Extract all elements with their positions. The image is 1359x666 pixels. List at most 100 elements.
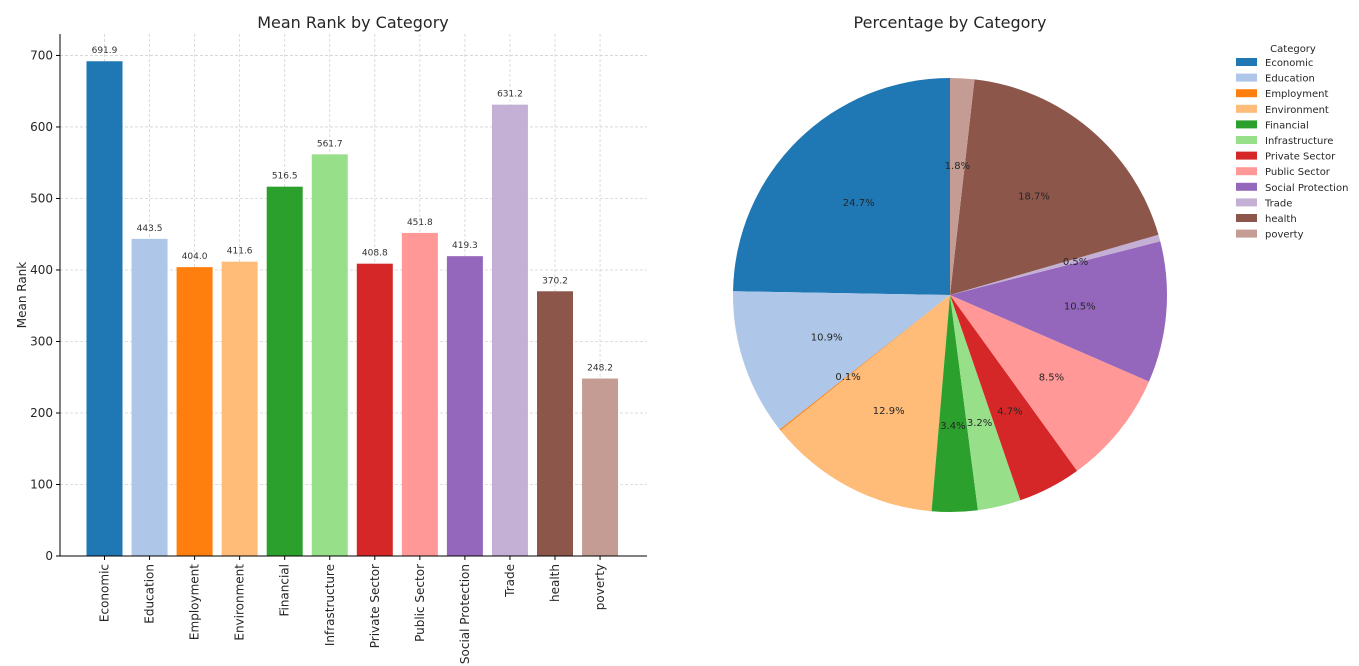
bar-social-protection: [446, 256, 483, 556]
pie-slice-label: 0.5%: [1063, 257, 1088, 268]
bar-value-label: 404.0: [182, 252, 208, 262]
x-tick-label: Economic: [98, 564, 112, 622]
bar-economic: [86, 61, 123, 556]
legend-label: Social Protection: [1265, 183, 1348, 194]
legend-swatch-public-sector: [1236, 167, 1257, 176]
bar-infrastructure: [311, 154, 348, 557]
pie-slice-education: [732, 291, 950, 430]
legend-label: Environment: [1265, 105, 1329, 116]
pie-slice-label: 3.2%: [967, 418, 992, 429]
pie-slice-trade: [950, 234, 1161, 295]
y-tick-label: 700: [30, 48, 53, 62]
legend-label: Infrastructure: [1265, 136, 1333, 147]
pie-slice-label: 4.7%: [997, 407, 1022, 418]
bar-value-label: 419.3: [452, 241, 478, 251]
bar-value-label: 691.9: [92, 46, 118, 56]
bar-financial: [266, 186, 303, 557]
pie-slice-public-sector: [950, 295, 1149, 471]
legend-label: Public Sector: [1265, 167, 1331, 178]
pie-legend: Category Economic Education Employment Envi…: [1236, 44, 1348, 241]
y-tick-label: 500: [30, 191, 53, 205]
x-tick-label: health: [548, 564, 562, 602]
bar-public-sector: [401, 232, 438, 556]
legend-label: Employment: [1265, 89, 1328, 100]
x-tick-label: Education: [143, 564, 157, 624]
bar-environment: [221, 261, 258, 556]
bar-value-label: 631.2: [497, 90, 523, 100]
legend-swatch-poverty: [1236, 229, 1257, 238]
x-tick-label: Financial: [278, 564, 292, 617]
pie-slice-label: 8.5%: [1039, 373, 1064, 384]
pie-slice-label: 10.5%: [1064, 301, 1096, 312]
bar-value-label: 561.7: [317, 139, 343, 149]
pie-slice-label: 18.7%: [1018, 192, 1050, 203]
bar-health: [537, 291, 573, 556]
pie-slice-label: 3.4%: [940, 421, 965, 432]
bar-y-axis-label: Mean Rank: [15, 262, 29, 329]
bar-employment: [176, 267, 213, 556]
bar-value-label: 370.2: [542, 276, 568, 286]
pie-slice-private-sector: [950, 295, 1078, 501]
x-tick-label: Trade: [503, 564, 517, 598]
bar-x-ticks: Economic Education Employment Environment Fi…: [98, 556, 607, 664]
x-tick-label: Social Protection: [458, 564, 472, 664]
bar-trade: [491, 104, 528, 556]
bar-series: [86, 61, 619, 557]
bar-data-labels: 691.9 443.5 404.0 411.6 516.5 561.7 408.8 451.8…: [92, 46, 613, 373]
legend-label: health: [1265, 214, 1297, 225]
x-tick-label: Employment: [188, 564, 202, 640]
pie-slice-financial: [931, 295, 978, 513]
y-tick-label: 0: [45, 549, 53, 563]
legend-label: Private Sector: [1265, 152, 1336, 163]
pie-slice-label: 1.8%: [945, 161, 970, 172]
legend-label: poverty: [1265, 230, 1304, 241]
legend-label: Financial: [1265, 120, 1309, 131]
y-tick-label: 600: [30, 120, 53, 134]
x-tick-label: Infrastructure: [323, 564, 337, 646]
pie-slice-label: 12.9%: [873, 406, 905, 417]
pie-slice-poverty: [950, 78, 975, 295]
legend-items: Economic Education Employment Environment Fi…: [1236, 58, 1348, 241]
legend-swatch-environment: [1236, 104, 1257, 113]
y-tick-label: 100: [30, 477, 53, 491]
pie-slices: [732, 78, 1167, 513]
legend-swatch-employment: [1236, 89, 1257, 98]
legend-swatch-infrastructure: [1236, 136, 1257, 144]
pie-slice-label: 0.1%: [835, 372, 860, 383]
bar-chart: Mean Rank by Category 691.9 443.5 404.0 411…: [15, 13, 647, 664]
bar-value-label: 451.8: [407, 218, 433, 228]
pie-percentage-labels: 24.7% 10.9% 0.1% 12.9% 3.4% 3.2% 4.7% 8.5% 10.5%…: [811, 161, 1096, 432]
x-tick-label: Public Sector: [413, 564, 427, 642]
bar-y-ticks: 0 100 200 300 400 500 600 700: [30, 48, 60, 563]
bar-value-label: 516.5: [272, 172, 298, 182]
bar-chart-title: Mean Rank by Category: [257, 13, 449, 32]
pie-slice-infrastructure: [950, 295, 1021, 511]
x-tick-label: Private Sector: [368, 564, 382, 648]
bar-value-label: 248.2: [587, 364, 613, 374]
pie-slice-label: 10.9%: [811, 333, 843, 344]
legend-title: Category: [1270, 44, 1316, 55]
bar-education: [131, 238, 168, 556]
x-tick-label: Environment: [233, 564, 247, 641]
legend-swatch-private-sector: [1236, 151, 1257, 160]
legend-label: Education: [1265, 74, 1315, 85]
y-tick-label: 400: [30, 263, 53, 277]
pie-chart: Percentage by Category 24.7% 10.9% 0.1% 12.…: [732, 13, 1167, 513]
x-tick-label: poverty: [593, 564, 607, 610]
legend-swatch-social-protection: [1236, 182, 1257, 191]
pie-slice-economic: [733, 78, 950, 295]
bar-private-sector: [356, 263, 393, 556]
y-tick-label: 300: [30, 334, 53, 348]
pie-chart-title: Percentage by Category: [854, 13, 1047, 32]
pie-slice-environment: [780, 295, 950, 512]
bar-value-label: 411.6: [227, 247, 253, 257]
bar-value-label: 408.8: [362, 249, 388, 259]
legend-swatch-health: [1236, 214, 1257, 222]
legend-swatch-trade: [1236, 198, 1257, 207]
bar-poverty: [582, 378, 619, 556]
legend-label: Economic: [1265, 58, 1313, 69]
pie-slice-health: [950, 79, 1159, 295]
legend-swatch-education: [1236, 73, 1257, 82]
bar-value-label: 443.5: [137, 224, 163, 234]
